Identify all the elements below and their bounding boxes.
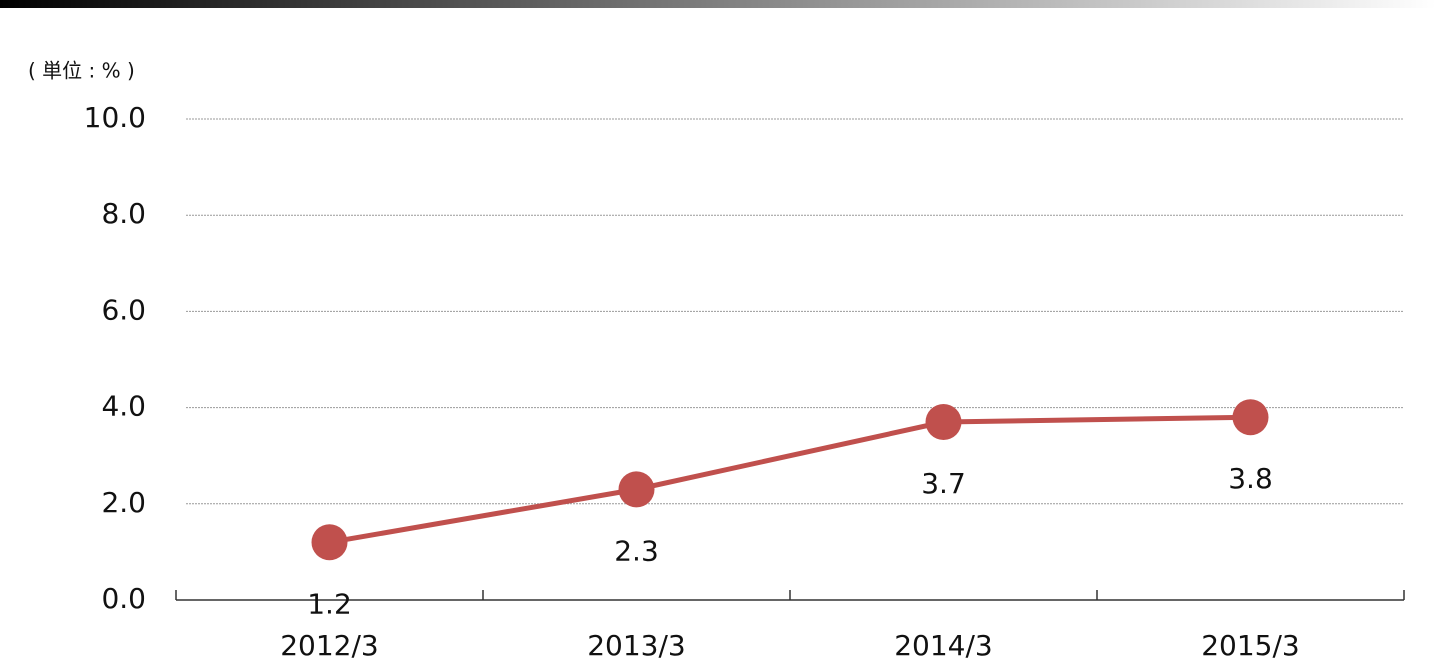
y-tick-label: 4.0 bbox=[101, 390, 146, 423]
y-tick-label: 2.0 bbox=[101, 486, 146, 519]
x-tick-label: 2012/3 bbox=[280, 629, 379, 662]
point bbox=[1232, 399, 1269, 436]
point bbox=[925, 404, 962, 441]
y-tick-label: 8.0 bbox=[101, 197, 146, 230]
x-tick-label: 2014/3 bbox=[894, 629, 993, 662]
x-tick-label: 2015/3 bbox=[1201, 629, 1300, 662]
y-tick-label: 0.0 bbox=[101, 582, 146, 615]
point bbox=[618, 471, 655, 508]
data-label: 2.3 bbox=[614, 534, 659, 567]
data-label: 3.8 bbox=[1228, 462, 1273, 495]
x-tick-label: 2013/3 bbox=[587, 629, 686, 662]
series-line bbox=[329, 414, 1251, 545]
header-bar bbox=[0, 0, 1436, 8]
y-tick-label: 6.0 bbox=[101, 293, 146, 326]
data-label: 1.2 bbox=[307, 587, 352, 620]
y-tick-label: 10.0 bbox=[84, 101, 146, 134]
unit-label: ( 単位 : % ) bbox=[28, 59, 135, 83]
data-label: 3.7 bbox=[921, 467, 966, 500]
point bbox=[311, 524, 348, 561]
